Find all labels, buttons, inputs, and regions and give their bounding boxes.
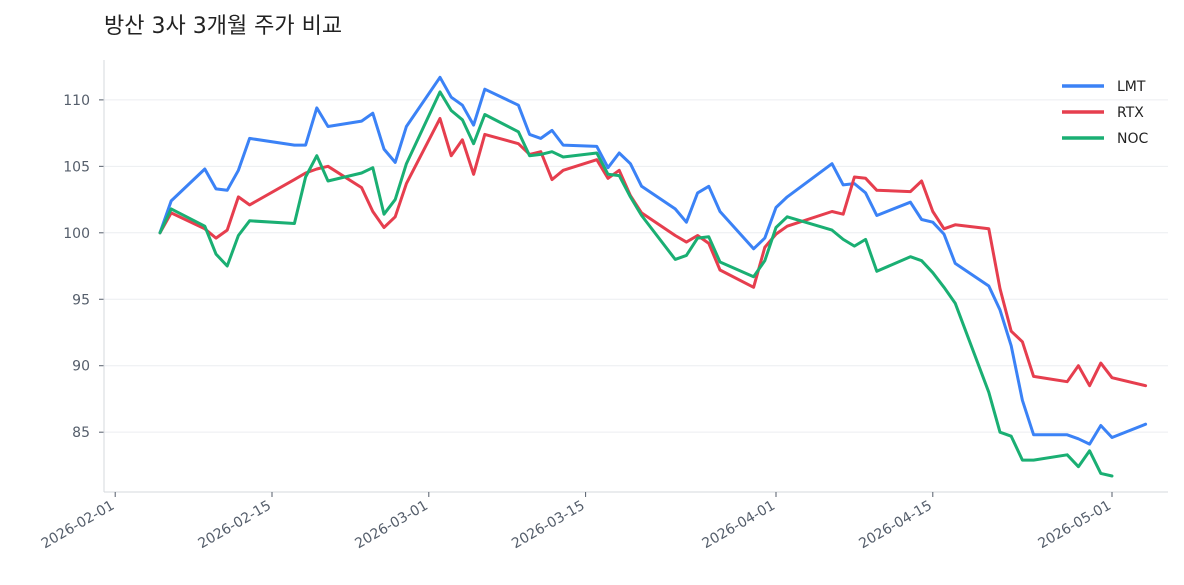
y-tick-label: 110 [63, 93, 90, 109]
y-tick-label: 90 [72, 359, 90, 375]
legend-label-noc: NOC [1117, 131, 1148, 147]
series-lines [158, 75, 1148, 478]
x-tick-label: 2026-02-15 [196, 498, 274, 553]
y-tick-label: 100 [63, 226, 90, 242]
x-tick-label: 2026-03-15 [509, 498, 587, 553]
series-line-noc [158, 90, 1114, 478]
legend: LMT RTX NOC [1062, 79, 1148, 147]
gridlines [104, 99, 1168, 433]
x-tick-label: 2026-04-01 [700, 498, 778, 553]
y-tick-label: 85 [72, 425, 90, 441]
y-tick-label: 95 [72, 292, 90, 308]
legend-label-rtx: RTX [1117, 105, 1144, 121]
x-tick-label: 2026-02-01 [39, 498, 117, 553]
series-line-rtx [158, 117, 1148, 388]
series-line-lmt [158, 75, 1148, 446]
y-tick-label: 105 [63, 159, 90, 175]
x-tick-label: 2026-04-15 [856, 498, 934, 553]
x-tick-label: 2026-03-01 [352, 498, 430, 553]
chart-title: 방산 3사 3개월 주가 비교 [104, 14, 343, 39]
legend-label-lmt: LMT [1117, 79, 1146, 95]
x-tick-label: 2026-05-01 [1036, 498, 1114, 553]
